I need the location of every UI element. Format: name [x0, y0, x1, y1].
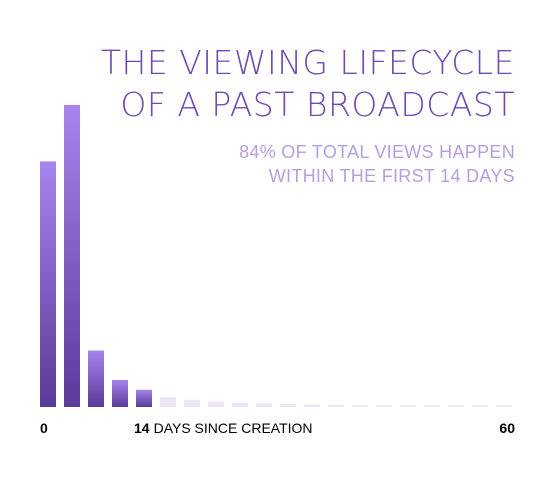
bar-7 [208, 401, 224, 407]
bar-10 [280, 404, 296, 407]
x-tick-label-14: 14 [134, 420, 150, 436]
x-tick-label-60: 60 [499, 420, 515, 436]
x-tick-label-0: 0 [40, 420, 48, 436]
bar-1 [64, 104, 80, 408]
bar-18 [472, 405, 488, 407]
bar-8 [232, 402, 248, 407]
x-axis: 0 14 DAYS SINCE CREATION 60 [40, 420, 515, 436]
bar-14 [376, 405, 392, 407]
bar-5 [160, 397, 176, 407]
bar-2 [88, 350, 104, 407]
bar-17 [448, 405, 464, 407]
bar-group [40, 104, 512, 408]
chart-subtitle-line-1: 84% OF TOTAL VIEWS HAPPEN [239, 142, 515, 162]
bar-4 [136, 389, 152, 407]
bar-15 [400, 405, 416, 407]
bar-9 [256, 403, 272, 407]
chart-title: THE VIEWING LIFECYCLE OF A PAST BROADCAS… [101, 42, 515, 126]
x-axis-label: DAYS SINCE CREATION [154, 420, 313, 436]
bar-19 [496, 405, 512, 407]
bar-13 [352, 405, 368, 407]
bar-0 [40, 161, 56, 407]
chart-title-line-2: OF A PAST BROADCAST [120, 85, 515, 124]
bar-12 [328, 404, 344, 407]
bar-6 [184, 399, 200, 407]
bar-3 [112, 379, 128, 407]
bar-11 [304, 404, 320, 407]
chart-subtitle: 84% OF TOTAL VIEWS HAPPEN WITHIN THE FIR… [239, 140, 515, 188]
bar-16 [424, 405, 440, 407]
x-axis-label-group: 14 DAYS SINCE CREATION [134, 420, 313, 436]
chart-title-line-1: THE VIEWING LIFECYCLE [100, 43, 515, 82]
chart-subtitle-line-2: WITHIN THE FIRST 14 DAYS [268, 166, 515, 186]
